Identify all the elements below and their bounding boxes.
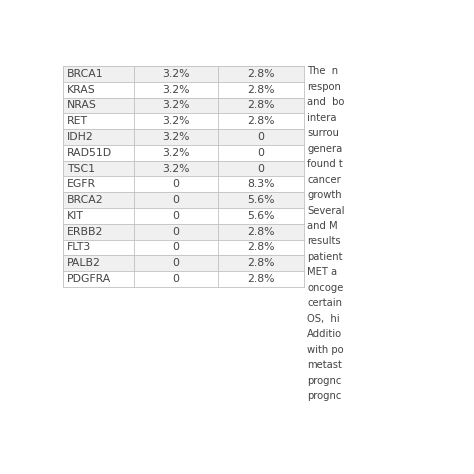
Text: 2.8%: 2.8%	[247, 116, 274, 126]
Text: and M: and M	[307, 221, 338, 231]
Bar	[63, 82, 303, 98]
Text: ERBB2: ERBB2	[67, 227, 104, 237]
Text: metast: metast	[307, 360, 342, 370]
Text: surrou: surrou	[307, 128, 339, 138]
Text: KIT: KIT	[67, 211, 84, 221]
Text: patient: patient	[307, 252, 343, 262]
Text: 8.3%: 8.3%	[247, 179, 274, 189]
Text: 2.8%: 2.8%	[247, 258, 274, 268]
Text: PALB2: PALB2	[67, 258, 101, 268]
Text: certain: certain	[307, 298, 342, 308]
Text: BRCA2: BRCA2	[67, 195, 104, 205]
Text: 2.8%: 2.8%	[247, 69, 274, 79]
Text: IDH2: IDH2	[67, 132, 94, 142]
Text: 2.8%: 2.8%	[247, 85, 274, 95]
Bar	[63, 161, 303, 176]
Text: 2.8%: 2.8%	[247, 227, 274, 237]
Text: 0: 0	[173, 274, 180, 284]
Bar	[63, 145, 303, 161]
Text: genera: genera	[307, 144, 342, 154]
Text: Additio: Additio	[307, 329, 342, 339]
Bar	[63, 208, 303, 224]
Text: 0: 0	[257, 148, 264, 158]
Text: 0: 0	[173, 227, 180, 237]
Text: 2.8%: 2.8%	[247, 274, 274, 284]
Text: 5.6%: 5.6%	[247, 195, 274, 205]
Text: BRCA1: BRCA1	[67, 69, 104, 79]
Text: found t: found t	[307, 159, 343, 169]
Text: respon: respon	[307, 82, 341, 92]
Text: oncoge: oncoge	[307, 283, 344, 293]
Text: MET a: MET a	[307, 267, 337, 277]
Bar	[63, 239, 303, 255]
Text: 3.2%: 3.2%	[162, 164, 190, 173]
Text: TSC1: TSC1	[67, 164, 95, 173]
Text: with po: with po	[307, 345, 344, 355]
Text: 3.2%: 3.2%	[162, 132, 190, 142]
Text: results: results	[307, 237, 341, 246]
Text: growth: growth	[307, 190, 342, 200]
Bar	[63, 98, 303, 113]
Text: Several: Several	[307, 206, 345, 216]
Text: cancer: cancer	[307, 174, 341, 184]
Text: NRAS: NRAS	[67, 100, 97, 110]
Text: PDGFRA: PDGFRA	[67, 274, 111, 284]
Bar	[63, 129, 303, 145]
Text: EGFR: EGFR	[67, 179, 96, 189]
Text: RAD51D: RAD51D	[67, 148, 112, 158]
Text: 0: 0	[173, 242, 180, 252]
Text: 3.2%: 3.2%	[162, 100, 190, 110]
Text: 0: 0	[173, 211, 180, 221]
Text: 3.2%: 3.2%	[162, 116, 190, 126]
Bar	[63, 224, 303, 239]
Text: 0: 0	[173, 179, 180, 189]
Text: and  bo: and bo	[307, 97, 345, 107]
Text: 5.6%: 5.6%	[247, 211, 274, 221]
Bar	[63, 113, 303, 129]
Text: FLT3: FLT3	[67, 242, 91, 252]
Text: 0: 0	[173, 195, 180, 205]
Text: 3.2%: 3.2%	[162, 85, 190, 95]
Text: 2.8%: 2.8%	[247, 242, 274, 252]
Text: KRAS: KRAS	[67, 85, 96, 95]
Text: prognc: prognc	[307, 391, 342, 401]
Bar	[63, 192, 303, 208]
Text: The  n: The n	[307, 66, 338, 76]
Bar	[63, 176, 303, 192]
Bar	[63, 255, 303, 271]
Text: OS,  hi: OS, hi	[307, 314, 340, 324]
Text: 2.8%: 2.8%	[247, 100, 274, 110]
Bar	[63, 271, 303, 287]
Text: 0: 0	[257, 164, 264, 173]
Text: prognc: prognc	[307, 375, 342, 385]
Text: 0: 0	[173, 258, 180, 268]
Text: RET: RET	[67, 116, 88, 126]
Text: 3.2%: 3.2%	[162, 69, 190, 79]
Text: 3.2%: 3.2%	[162, 148, 190, 158]
Bar	[63, 66, 303, 82]
Text: 0: 0	[257, 132, 264, 142]
Text: intera: intera	[307, 113, 337, 123]
